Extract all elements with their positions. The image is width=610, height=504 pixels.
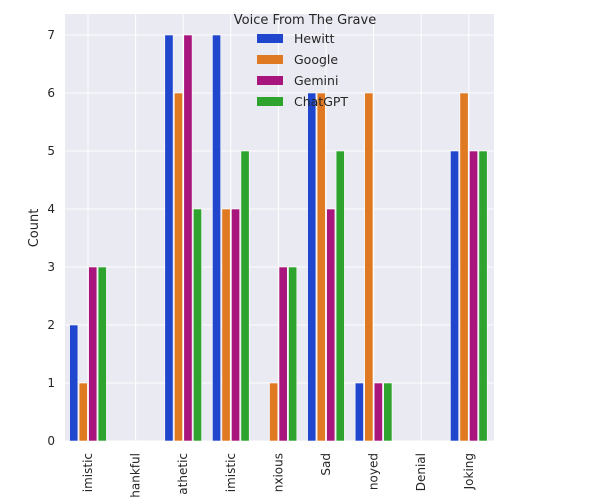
bar-gemini-sympathetic — [183, 34, 193, 442]
bar-chatgpt-anxious — [288, 266, 298, 442]
bar-chatgpt-pessimistic — [240, 150, 250, 442]
bar-google-anxious — [269, 382, 279, 442]
bar-gemini-pessimistic — [231, 208, 240, 442]
y-tick-label: 7 — [47, 28, 55, 42]
bar-google-sad — [316, 92, 326, 442]
bar-chatgpt-annoyed — [383, 382, 393, 442]
legend-title: Voice From The Grave — [234, 13, 376, 28]
y-axis-label: Count — [27, 209, 42, 248]
grid-lines — [65, 14, 494, 442]
bar-chatgpt-joking — [478, 150, 488, 442]
y-tick-label: 3 — [47, 260, 55, 274]
y-tick-label: 6 — [47, 86, 55, 100]
x-tick-label: nxious — [271, 453, 285, 492]
legend-swatch-gemini — [257, 76, 283, 85]
x-tick-label: imistic — [224, 453, 238, 492]
y-tick-label: 0 — [47, 434, 55, 448]
bars — [69, 34, 488, 442]
bar-chatgpt-sad — [335, 150, 345, 442]
bar-gemini-optimistic — [88, 266, 98, 442]
bar-hewitt-sad — [307, 92, 317, 442]
bar-google-pessimistic — [221, 208, 231, 442]
bar-google-joking — [459, 92, 469, 442]
legend-label-chatgpt: ChatGPT — [294, 94, 348, 109]
x-tick-label: Sad — [319, 453, 333, 476]
bar-google-annoyed — [364, 92, 374, 442]
bar-google-sympathetic — [174, 92, 183, 442]
bar-chatgpt-optimistic — [97, 266, 107, 442]
x-tick-label: Joking — [462, 453, 476, 490]
legend-swatch-hewitt — [257, 34, 283, 43]
x-tick-label: hankful — [129, 453, 143, 498]
legend-label-hewitt: Hewitt — [294, 31, 335, 46]
legend-items: Hewitt Google Gemini ChatGPT — [257, 31, 348, 109]
legend-swatch-chatgpt — [257, 97, 283, 106]
y-tick-label: 2 — [47, 318, 55, 332]
bar-hewitt-optimistic — [69, 324, 79, 442]
bar-gemini-anxious — [278, 266, 288, 442]
x-tick-label: Denial — [414, 453, 428, 491]
y-tick-label: 5 — [47, 144, 55, 158]
bar-hewitt-sympathetic — [164, 34, 174, 442]
bar-google-optimistic — [78, 382, 88, 442]
bar-chatgpt-sympathetic — [193, 208, 202, 442]
bar-gemini-joking — [469, 150, 478, 442]
y-tick-label: 1 — [47, 376, 55, 390]
legend-label-google: Google — [294, 52, 338, 67]
legend-label-gemini: Gemini — [294, 73, 338, 88]
x-tick-labels: imistic hankful athetic imistic nxious Sad noy… — [81, 453, 476, 498]
bar-hewitt-pessimistic — [212, 34, 221, 442]
bar-hewitt-joking — [450, 150, 459, 442]
y-tick-label: 4 — [47, 202, 55, 216]
x-tick-label: noyed — [367, 453, 381, 490]
bar-hewitt-annoyed — [354, 382, 364, 442]
x-tick-label: imistic — [81, 453, 95, 492]
x-tick-label: athetic — [176, 453, 190, 495]
bar-gemini-annoyed — [373, 382, 383, 442]
y-tick-labels: 0 1 2 3 4 5 6 7 — [47, 28, 55, 448]
legend: Voice From The Grave Hewitt Google Gemini C… — [234, 13, 376, 109]
legend-swatch-google — [257, 55, 283, 64]
bar-gemini-sad — [326, 208, 336, 442]
